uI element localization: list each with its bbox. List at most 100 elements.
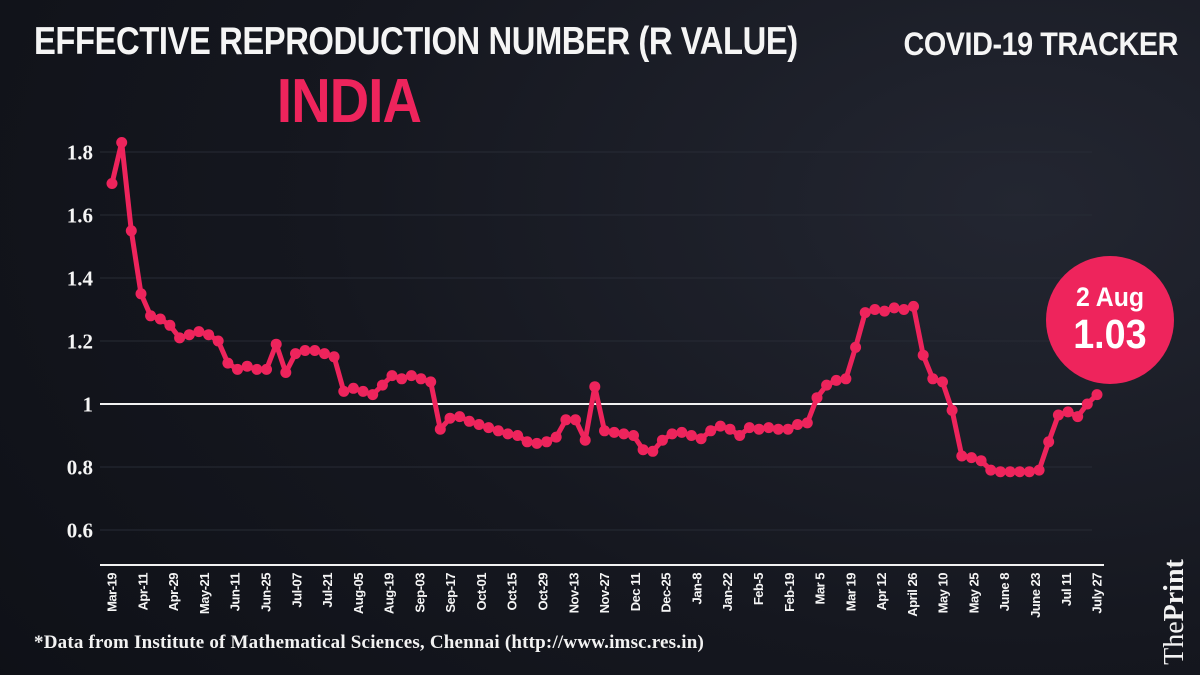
data-point <box>763 422 775 434</box>
x-axis-tick-label: Oct-01 <box>474 573 489 611</box>
x-axis-tick-label: Jul-21 <box>320 573 335 608</box>
data-point <box>908 300 919 312</box>
badge-date: 2 Aug <box>1075 281 1145 312</box>
y-axis-tick-label: 1.4 <box>67 266 94 290</box>
data-point <box>666 428 678 440</box>
data-point <box>405 370 417 382</box>
x-axis-tick-label: Feb-5 <box>751 573 766 605</box>
data-point <box>473 419 485 430</box>
x-axis-tick-label: April 26 <box>905 573 920 617</box>
data-point <box>782 423 794 435</box>
data-point <box>261 363 272 375</box>
theprint-logo: ThePrint <box>1159 547 1191 675</box>
x-axis-tick-label: May-21 <box>197 573 212 614</box>
data-point <box>1043 436 1055 448</box>
data-point <box>309 345 321 356</box>
data-point <box>251 363 263 375</box>
data-point <box>879 305 890 317</box>
data-point <box>685 430 697 441</box>
data-point <box>888 302 900 314</box>
data-point <box>319 348 330 360</box>
x-axis-tick-label: June 8 <box>997 573 1012 611</box>
data-point <box>444 412 456 424</box>
data-point <box>994 466 1006 478</box>
data-point <box>570 414 581 426</box>
logo-print: Print <box>1159 559 1190 622</box>
badge-value: 1.03 <box>1073 311 1147 358</box>
x-axis-tick-label: Feb-19 <box>782 573 797 612</box>
data-point <box>550 431 562 443</box>
data-point <box>222 357 234 369</box>
data-point <box>531 437 543 449</box>
data-point <box>579 434 591 446</box>
data-point <box>193 326 205 338</box>
data-point <box>154 313 166 325</box>
x-axis-tick-label: July 27 <box>1090 573 1105 614</box>
x-axis-tick-label: May 10 <box>936 573 951 614</box>
x-axis-tick-label: Jan-22 <box>720 573 735 611</box>
data-point <box>174 332 186 344</box>
data-point <box>135 288 147 300</box>
data-point <box>637 444 649 456</box>
x-axis-tick-label: Mar 19 <box>843 573 858 611</box>
source-note: *Data from Institute of Mathematical Sci… <box>34 632 705 653</box>
data-point <box>521 436 533 448</box>
data-point <box>734 430 746 441</box>
data-point <box>975 455 987 467</box>
data-point <box>415 373 427 385</box>
data-point <box>811 392 823 404</box>
y-axis-tick-label: 1.6 <box>67 203 93 227</box>
data-point <box>386 370 398 382</box>
x-axis-tick-label: Aug-19 <box>382 573 397 614</box>
data-point <box>183 329 195 341</box>
data-point <box>290 348 301 360</box>
data-point <box>145 310 157 322</box>
x-axis-tick-label: Nov-27 <box>597 573 612 614</box>
data-point <box>376 379 388 391</box>
data-point <box>1004 466 1016 478</box>
y-axis-tick-label: 1.2 <box>67 329 93 353</box>
data-point <box>927 373 939 385</box>
x-axis-tick-label: Dec 11 <box>628 573 643 611</box>
data-point <box>347 382 359 394</box>
data-point <box>792 419 804 430</box>
data-point <box>125 225 137 237</box>
data-point <box>164 319 176 331</box>
data-point <box>454 411 466 423</box>
data-point <box>946 404 958 416</box>
data-point <box>241 360 253 372</box>
data-point <box>753 423 765 435</box>
x-axis-tick-label: Jun-11 <box>228 573 243 611</box>
data-point <box>280 367 292 378</box>
x-axis-tick-label: Mar 5 <box>813 573 828 605</box>
x-axis-tick-label: June 23 <box>1028 573 1043 618</box>
data-point <box>367 389 379 401</box>
data-point <box>425 376 437 388</box>
data-point <box>801 417 813 429</box>
data-point <box>985 464 997 476</box>
tracker-label: COVID-19 TRACKER <box>903 26 1179 62</box>
data-point <box>270 338 282 350</box>
data-point <box>1062 406 1074 418</box>
data-point <box>212 335 224 347</box>
data-point <box>299 345 311 356</box>
logo-the: The <box>1159 621 1190 665</box>
data-point <box>434 423 446 435</box>
data-point <box>772 423 784 435</box>
data-point <box>338 385 350 397</box>
data-point <box>743 422 755 434</box>
data-point <box>821 379 833 391</box>
data-point <box>1033 464 1045 476</box>
data-point <box>396 373 408 385</box>
x-axis-tick-label: Oct-15 <box>505 573 520 611</box>
data-point <box>512 430 524 441</box>
data-point <box>628 430 639 441</box>
data-point <box>232 363 243 375</box>
data-point <box>1081 398 1093 410</box>
data-point <box>116 137 128 148</box>
data-point <box>589 381 601 393</box>
x-axis-tick-label: Apr-29 <box>166 573 181 611</box>
country-title: INDIA <box>276 67 422 136</box>
data-point <box>599 425 610 437</box>
